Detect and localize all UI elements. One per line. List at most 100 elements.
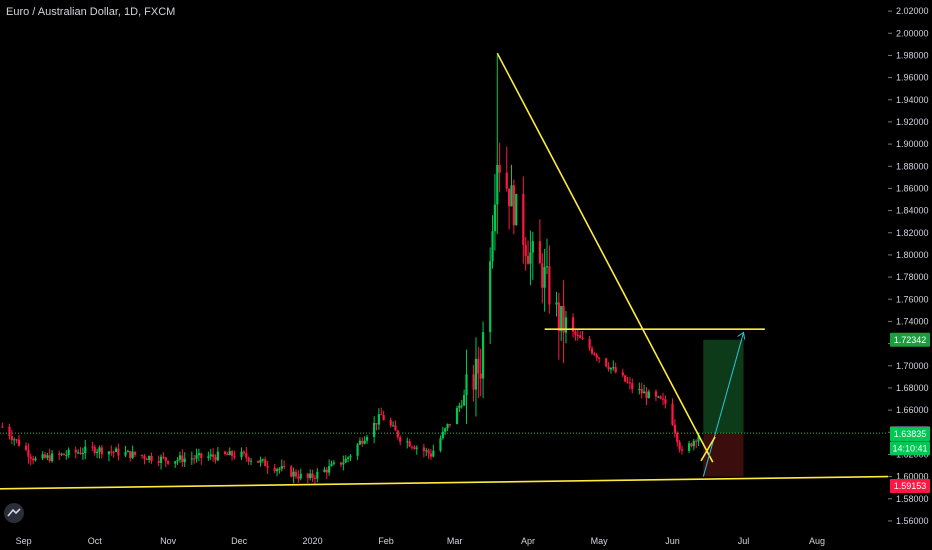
candle-body [8,426,11,437]
candle-body [576,334,579,336]
x-tick-label: Jul [738,536,750,546]
candle-body [607,366,610,370]
candle-body [230,451,234,456]
candle-body [690,443,693,447]
candle-body [29,456,32,459]
candle-body [590,348,594,354]
candle-body [212,454,215,457]
candle-body [664,399,667,404]
candle-body [415,447,418,449]
candle-body [209,454,212,457]
candle-body [697,435,700,442]
y-tick-label: 1.84000 [896,206,929,216]
candle-body [399,437,402,442]
candle-body [446,423,449,429]
y-tick-label: 1.66000 [896,405,929,415]
candle-body [491,231,494,262]
candle-body [692,440,695,447]
candle-body [391,425,395,427]
candle-body [280,466,283,469]
candle-body [311,473,314,478]
y-tick-label: 1.70000 [896,361,929,371]
tradingview-logo-icon[interactable] [4,503,24,523]
candle-body [62,453,66,456]
candle-body [306,473,309,479]
candle-body [375,422,378,425]
candle-body [508,188,511,207]
candle-body [259,459,262,463]
y-tick-label: 1.98000 [896,50,929,60]
candle-body [148,455,151,460]
candle-body [579,335,582,338]
drawings[interactable] [0,52,889,490]
candle-body [687,443,691,451]
candle-body [477,358,480,374]
candle-body [612,367,615,369]
candle-body [290,466,293,477]
y-tick-label: 1.74000 [896,316,929,326]
candle-body [257,460,260,463]
candle-body [162,456,165,458]
y-tick-label: 1.88000 [896,161,929,171]
x-tick-label: May [591,536,609,546]
candle-body [458,405,461,409]
candle-body [555,302,558,305]
candle-body [356,444,359,456]
candle-body [479,373,482,379]
candle-body [159,456,163,463]
candle-body [183,458,186,463]
candle-body [176,459,179,462]
candle-body [626,381,629,383]
candle-body [167,460,170,464]
candle-body [228,451,231,456]
candle-body [133,451,137,456]
candle-body [124,452,127,456]
candle-body [266,466,269,468]
candle-body [126,450,129,453]
price-axis-bg[interactable] [888,0,932,550]
candle-body [332,462,335,464]
candle-body [181,455,184,463]
candle-body [529,252,532,264]
candle-body [640,389,643,394]
x-tick-label: Feb [378,536,394,546]
candle-body [531,241,534,253]
candle-body [67,449,70,455]
candle-body [77,452,80,454]
candle-body [309,473,312,479]
candle-body [676,432,679,443]
candle-body [275,469,279,472]
price-badge [890,478,930,493]
candle-body [197,453,201,456]
candle-body [389,420,392,426]
candle-body [193,458,196,460]
candle-body [657,396,660,398]
candle-body [60,453,63,455]
candlesticks [1,55,700,485]
time-axis[interactable]: Sep Oct Nov Dec 2020 Feb Mar Apr May Jun Jul Aug [16,536,825,546]
candle-body [515,194,518,226]
candle-body [695,440,698,442]
candle-body [24,445,28,450]
candle-body [214,456,217,461]
candle-body [382,415,385,421]
price-badge-label: 1.72342 [894,335,927,345]
y-tick-label: 2.02000 [896,6,929,16]
candle-body [344,458,347,463]
y-tick-label: 1.94000 [896,95,929,105]
candle-body [678,442,681,450]
candle-body [143,456,146,459]
candle-body [474,358,478,390]
y-tick-label: 1.58000 [896,494,929,504]
candle-body [43,454,47,458]
candle-body [455,408,459,425]
candle-body [164,457,167,461]
candle-body [489,261,492,333]
candle-body [15,439,18,441]
price-badge-label: 1.59153 [894,481,927,491]
candle-body [562,305,565,333]
candle-body [394,425,397,431]
candle-body [614,367,617,373]
candle-body [460,405,463,407]
